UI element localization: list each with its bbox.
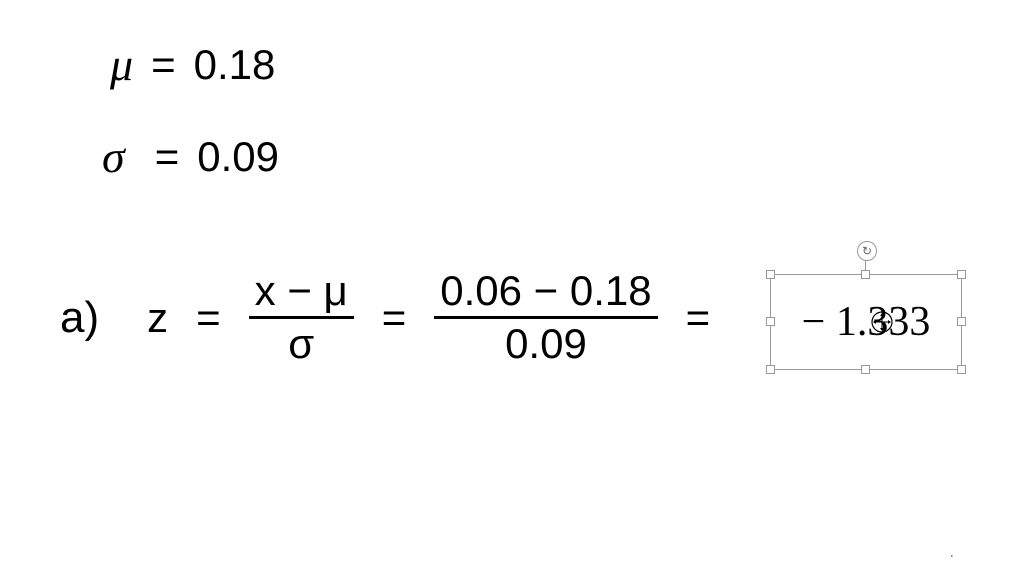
equation-sigma: σ = 0.09 (102, 130, 279, 183)
sigma-symbol: σ (102, 130, 125, 183)
equation-z: a) z = x − μ σ = 0.06 − 0.18 0.09 = (60, 270, 716, 365)
equals-sign: = (196, 294, 221, 342)
part-label: a) (60, 293, 99, 343)
z-numeric-fraction: 0.06 − 0.18 0.09 (434, 270, 657, 365)
mu-symbol: μ (110, 38, 133, 91)
equals-sign: = (151, 41, 176, 89)
equals-sign: = (686, 294, 711, 342)
whiteboard-canvas: μ = 0.18 σ = 0.09 a) z = x − μ σ = 0.06 … (0, 0, 1024, 576)
equals-sign: = (382, 294, 407, 342)
numeric-denominator: 0.09 (505, 319, 587, 365)
formula-numerator: x − μ (249, 270, 354, 319)
sigma-value: 0.09 (197, 133, 279, 181)
numeric-numerator: 0.06 − 0.18 (434, 270, 657, 319)
stray-mark: . (950, 544, 954, 562)
z-formula-fraction: x − μ σ (249, 270, 354, 365)
rotate-handle[interactable]: ↻ (857, 241, 877, 261)
equation-mu: μ = 0.18 (110, 38, 275, 91)
mu-value: 0.18 (194, 41, 276, 89)
equals-sign: = (155, 133, 180, 181)
formula-denominator: σ (288, 319, 314, 365)
rotate-icon: ↻ (862, 244, 872, 258)
result-textbox-selection[interactable]: ↻ − 1.333 (770, 274, 962, 370)
z-symbol: z (147, 294, 168, 342)
result-value: − 1.333 (771, 275, 961, 369)
